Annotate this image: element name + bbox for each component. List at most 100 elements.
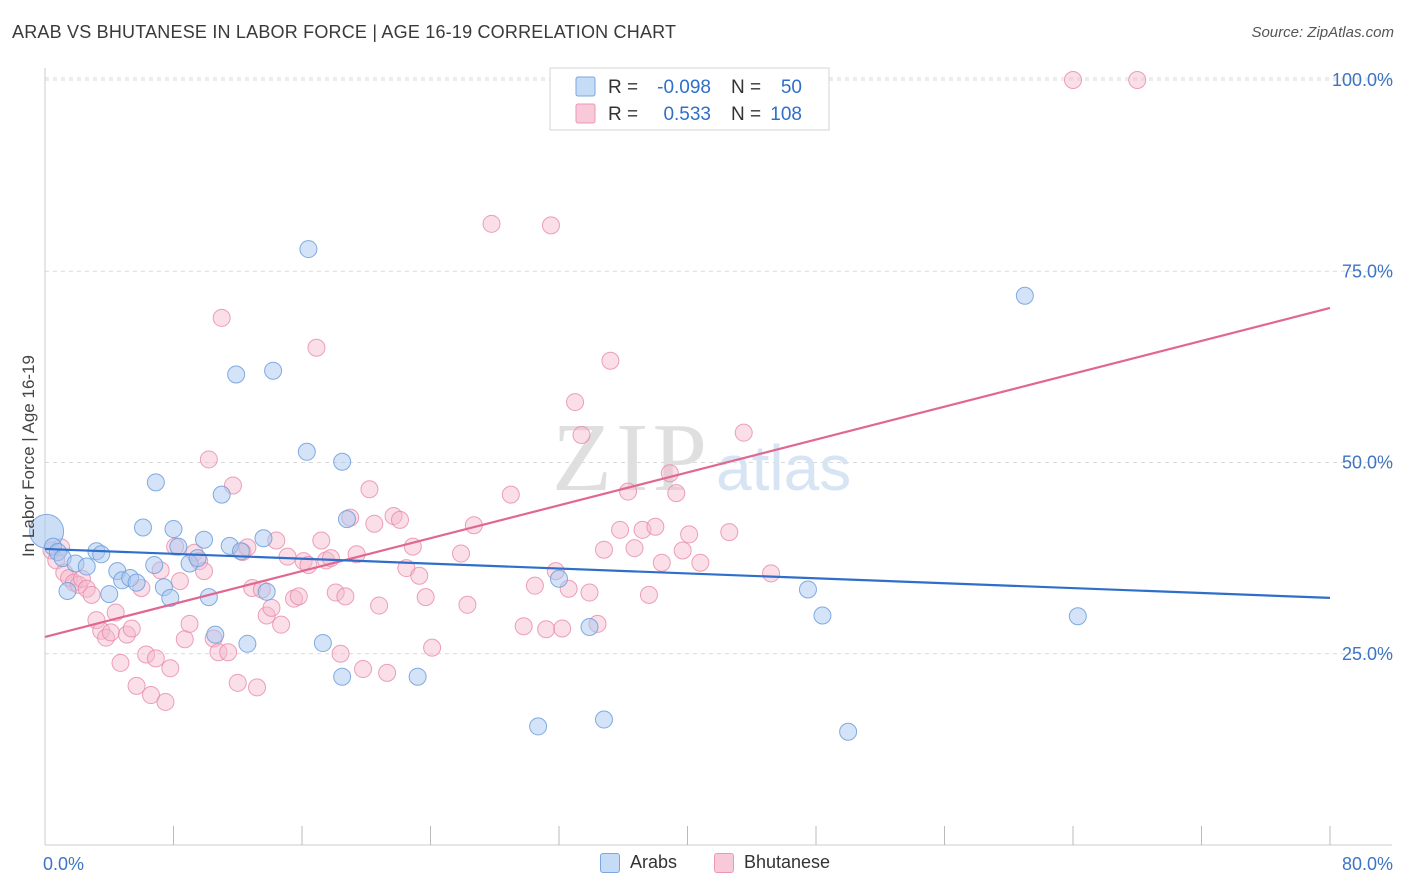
arabs-point bbox=[145, 556, 164, 575]
arabs-point bbox=[839, 722, 858, 741]
legend-swatch-bhutanese-bottom bbox=[714, 852, 734, 873]
arabs-point bbox=[1015, 286, 1034, 305]
arabs-point bbox=[813, 606, 832, 625]
arabs-point bbox=[333, 452, 352, 471]
arabs-point bbox=[550, 569, 568, 588]
bhutanese-point bbox=[378, 663, 397, 682]
bhutanese-point bbox=[161, 659, 180, 678]
bhutanese-point bbox=[667, 484, 686, 503]
bhutanese-point bbox=[720, 523, 739, 542]
bhutanese-point bbox=[272, 615, 291, 634]
arabs-point bbox=[164, 520, 183, 539]
legend-box: R = -0.098 N = 50 R = 0.533 N = 108 bbox=[549, 67, 830, 131]
arabs-point bbox=[529, 717, 548, 736]
bhutanese-point bbox=[566, 393, 585, 412]
legend-n-label-arabs: N = bbox=[731, 77, 761, 98]
bhutanese-point bbox=[458, 595, 477, 614]
watermark-atlas: atlas bbox=[716, 432, 851, 504]
legend-r-label-arabs: R = bbox=[608, 77, 638, 98]
bhutanese-point bbox=[611, 520, 630, 539]
bhutanese-point bbox=[365, 514, 384, 533]
bhutanese-point bbox=[673, 541, 692, 560]
bhutanese-point bbox=[572, 425, 591, 444]
y-tick-label: 25.0% bbox=[1342, 644, 1393, 664]
arabs-point bbox=[161, 588, 180, 607]
arabs-point bbox=[408, 667, 427, 686]
bhutanese-point bbox=[639, 585, 658, 604]
legend-r-label-bhutanese: R = bbox=[608, 104, 638, 125]
y-tick-label: 75.0% bbox=[1342, 261, 1393, 281]
arabs-point bbox=[1068, 607, 1087, 626]
bhutanese-point bbox=[228, 673, 247, 692]
bhutanese-point bbox=[541, 216, 560, 235]
bhutanese-point bbox=[97, 628, 116, 647]
bhutanese-point bbox=[175, 630, 194, 649]
bhutanese-points bbox=[42, 71, 1147, 711]
arabs-point bbox=[580, 617, 599, 636]
arabs-point bbox=[169, 537, 188, 556]
arabs-point bbox=[264, 361, 283, 380]
arabs-point bbox=[254, 529, 273, 548]
bhutanese-point bbox=[101, 623, 120, 642]
arabs-point bbox=[212, 485, 231, 504]
legend-n-label-bhutanese: N = bbox=[731, 104, 761, 125]
arabs-point bbox=[227, 365, 246, 384]
arabs-point bbox=[195, 530, 214, 549]
bhutanese-point bbox=[1128, 71, 1147, 89]
trend-lines bbox=[44, 306, 1331, 638]
bhutanese-point bbox=[691, 553, 710, 572]
arabs-point bbox=[133, 518, 152, 537]
bhutanese-point bbox=[652, 553, 671, 572]
y-tick-label: 100.0% bbox=[1332, 70, 1393, 90]
arabs-point bbox=[188, 549, 207, 568]
bhutanese-point bbox=[537, 620, 556, 639]
bhutanese-point bbox=[111, 653, 130, 672]
trend-line-arabs bbox=[44, 547, 1331, 600]
arabs-point bbox=[257, 582, 276, 601]
bhutanese-point bbox=[212, 308, 231, 327]
legend-bottom: Arabs Bhutanese bbox=[0, 852, 1406, 878]
arabs-points bbox=[29, 240, 1087, 741]
y-tick-label: 50.0% bbox=[1342, 453, 1393, 473]
bhutanese-point bbox=[423, 638, 442, 657]
gridlines bbox=[45, 77, 1392, 655]
legend-n-value-arabs: 50 bbox=[781, 77, 802, 98]
arabs-point bbox=[127, 573, 146, 592]
bhutanese-point bbox=[482, 214, 501, 233]
bhutanese-point bbox=[594, 540, 613, 559]
arabs-point bbox=[92, 545, 111, 564]
legend-swatch-arabs bbox=[575, 76, 596, 97]
arabs-point bbox=[206, 625, 225, 644]
bhutanese-point bbox=[209, 643, 228, 662]
bhutanese-point bbox=[142, 686, 161, 705]
bhutanese-point bbox=[410, 566, 429, 585]
legend-swatch-arabs-bottom bbox=[600, 852, 620, 873]
bhutanese-point bbox=[601, 351, 620, 370]
bhutanese-point bbox=[525, 576, 544, 595]
watermark-zip: ZIP bbox=[552, 404, 711, 512]
bhutanese-point bbox=[284, 589, 303, 608]
bhutanese-point bbox=[307, 338, 326, 357]
bhutanese-point bbox=[370, 596, 389, 615]
legend-item-bhutanese[interactable]: Bhutanese bbox=[714, 852, 830, 873]
bhutanese-point bbox=[336, 587, 355, 606]
bhutanese-point bbox=[77, 579, 96, 598]
bhutanese-point bbox=[170, 572, 189, 591]
tick-labels: 25.0% 50.0% 75.0% 100.0% 0.0% 80.0% bbox=[43, 70, 1393, 874]
bhutanese-point bbox=[501, 485, 520, 504]
bhutanese-point bbox=[680, 525, 699, 544]
y-axis-label: In Labor Force | Age 16-19 bbox=[19, 355, 38, 557]
arabs-point bbox=[594, 710, 613, 729]
legend-r-value-arabs: -0.098 bbox=[657, 77, 711, 98]
bhutanese-point bbox=[360, 480, 379, 499]
legend-label-arabs: Arabs bbox=[630, 852, 678, 872]
arabs-point bbox=[58, 582, 77, 601]
bhutanese-point bbox=[625, 539, 644, 558]
bhutanese-point bbox=[390, 510, 409, 529]
legend-item-arabs[interactable]: Arabs bbox=[600, 852, 677, 873]
bhutanese-point bbox=[326, 583, 345, 602]
arabs-point bbox=[146, 473, 165, 492]
bhutanese-point bbox=[354, 660, 373, 679]
x-tick-label-min: 0.0% bbox=[43, 854, 84, 874]
